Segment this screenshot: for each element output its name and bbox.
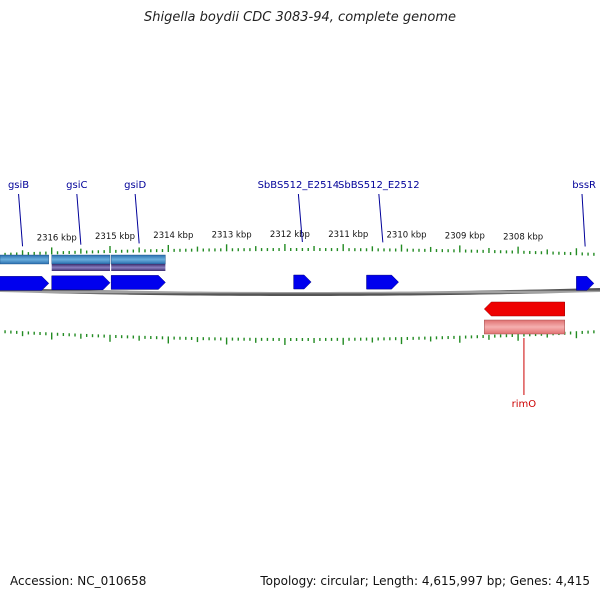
- gene-arrow-gsiB: [0, 276, 50, 291]
- tick-label: 2310 kbp: [387, 231, 427, 241]
- gene-label-gsiC: gsiC: [66, 180, 87, 191]
- cds-bar-rimO: [484, 319, 565, 335]
- gene-arrow-SbBS512_E2514: [293, 274, 312, 290]
- label-leader-bssR: [581, 193, 586, 247]
- label-leader-gsiC: [76, 193, 82, 245]
- gene-arrow-SbBS512_E2512: [366, 274, 399, 290]
- cds-bar-gsiC: [51, 254, 111, 265]
- gene-arrow-rimO: [483, 301, 565, 317]
- feature-ring: [0, 254, 595, 335]
- tick-label: 2315 kbp: [95, 232, 135, 242]
- gene-arrow-bssR: [576, 276, 595, 291]
- gene-label-SbBS512_E2512: SbBS512_E2512: [338, 180, 420, 191]
- cds-bar-gsiD: [110, 254, 166, 265]
- label-leader-gsiD: [134, 193, 140, 244]
- gene-arrow-gsiC: [51, 275, 111, 291]
- gene-label-SbBS512_E2514: SbBS512_E2514: [258, 180, 340, 191]
- gene-label-gsiD: gsiD: [124, 180, 146, 191]
- tick-label: 2314 kbp: [153, 231, 193, 241]
- tick-label: 2313 kbp: [212, 230, 252, 240]
- genome-backbone: [0, 288, 600, 297]
- tick-label: 2312 kbp: [270, 230, 310, 240]
- genome-summary-text: Topology: circular; Length: 4,615,997 bp…: [260, 574, 590, 588]
- gene-label-rimO: rimO: [512, 399, 537, 410]
- backbone: [0, 288, 600, 297]
- cds-bar-lower-gsiD: [111, 264, 166, 271]
- cds-bar-gsiB: [0, 254, 49, 265]
- map-title: Shigella boydii CDC 3083-94, complete ge…: [143, 10, 457, 25]
- label-leader-gsiB: [18, 193, 24, 247]
- tick-label: 2311 kbp: [328, 230, 368, 240]
- gene-label-bssR: bssR: [572, 180, 596, 191]
- gene-arrow-gsiD: [110, 275, 166, 290]
- label-leader-SbBS512_E2514: [297, 193, 303, 243]
- tick-label: 2309 kbp: [445, 231, 485, 241]
- tick-label: 2316 kbp: [37, 233, 77, 243]
- gene-labels: gsiB gsiC gsiD SbBS512_E2514SbBS512_E2512ri…: [8, 180, 596, 410]
- cds-bar-lower-gsiC: [51, 264, 110, 271]
- tick-label: 2308 kbp: [503, 233, 543, 243]
- label-leader-SbBS512_E2512: [378, 193, 384, 243]
- tick-ring: 2316 kbp 2315 kbp 2314 kbp 2313 kbp 2312 kbp…: [4, 230, 595, 345]
- accession-text: Accession: NC_010658: [10, 574, 147, 588]
- gene-label-gsiB: gsiB: [8, 180, 29, 191]
